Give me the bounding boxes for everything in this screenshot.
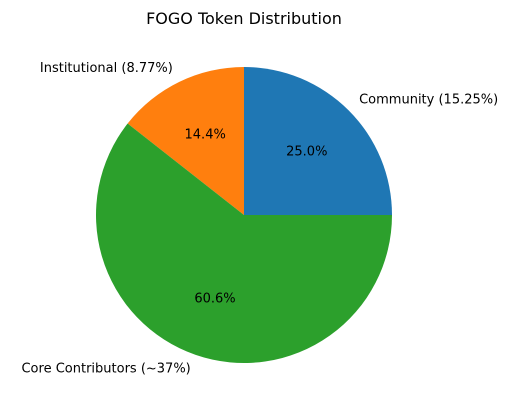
pie-pct-label-0: 25.0% xyxy=(286,145,327,160)
pie-slice-2 xyxy=(95,123,393,364)
pie-slice-0 xyxy=(244,67,392,215)
pie-slice-label-0: Community (15.25%) xyxy=(359,92,498,107)
pie-slice-label-2: Core Contributors (~37%) xyxy=(21,361,190,376)
pie-labels: 25.0% Community (15.25%) 14.4% Institutiona… xyxy=(21,61,498,376)
pie-slice-label-1: Institutional (8.77%) xyxy=(40,61,173,76)
pie-pct-label-1: 14.4% xyxy=(185,128,226,143)
pie-slices xyxy=(95,67,393,364)
pie-slice-1 xyxy=(127,67,244,215)
chart-title: FOGO Token Distribution xyxy=(146,9,342,28)
pie-pct-label-2: 60.6% xyxy=(194,291,235,306)
